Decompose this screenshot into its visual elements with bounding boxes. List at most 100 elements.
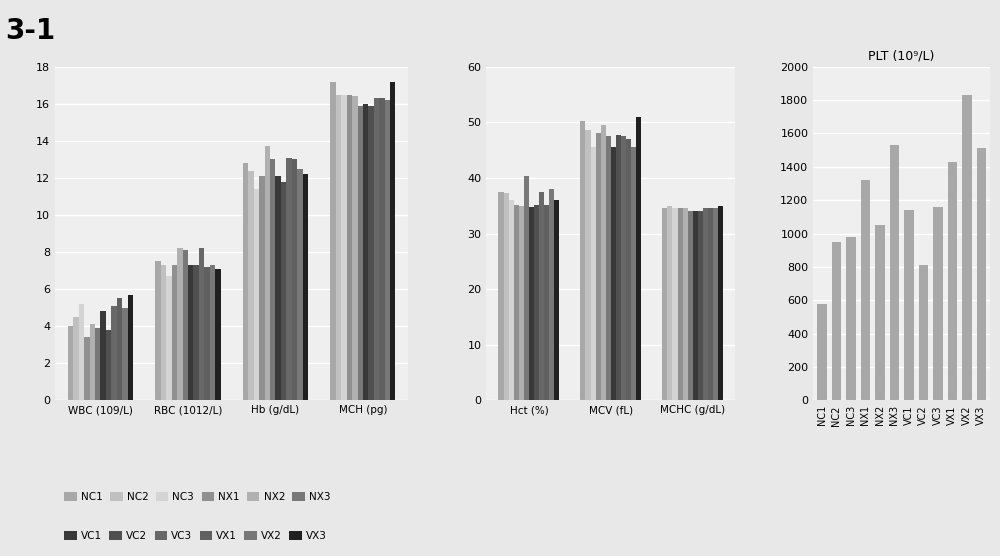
Bar [363, 104, 368, 400]
Bar [626, 139, 631, 400]
Bar [718, 206, 723, 400]
Bar [183, 250, 188, 400]
Bar [79, 304, 84, 400]
Bar [601, 125, 606, 400]
Bar [374, 98, 379, 400]
Legend: VC1, VC2, VC3, VX1, VX2, VX3: VC1, VC2, VC3, VX1, VX2, VX3 [60, 527, 331, 545]
Bar [667, 206, 672, 400]
Bar [662, 208, 667, 400]
Bar [621, 136, 626, 400]
Bar [95, 328, 100, 400]
Bar [84, 337, 90, 400]
Bar [336, 95, 341, 400]
Bar [514, 205, 519, 400]
Title: PLT (10⁹/L): PLT (10⁹/L) [868, 50, 935, 63]
Bar [155, 261, 161, 400]
Bar [243, 163, 248, 400]
Bar [977, 148, 986, 400]
Bar [330, 82, 336, 400]
Bar [379, 98, 385, 400]
Bar [904, 210, 914, 400]
Bar [933, 207, 943, 400]
Bar [948, 162, 957, 400]
Bar [281, 182, 286, 400]
Bar [161, 265, 166, 400]
Bar [580, 121, 585, 400]
Bar [539, 192, 544, 400]
Bar [341, 95, 347, 400]
Bar [616, 135, 621, 400]
Bar [106, 330, 111, 400]
Bar [678, 208, 683, 400]
Bar [554, 200, 559, 400]
Bar [832, 242, 841, 400]
Bar [890, 145, 899, 400]
Bar [286, 157, 292, 400]
Bar [166, 276, 172, 400]
Bar [596, 133, 601, 400]
Bar [254, 189, 259, 400]
Bar [292, 160, 297, 400]
Bar [122, 307, 128, 400]
Bar [204, 267, 210, 400]
Bar [817, 304, 827, 400]
Bar [297, 168, 303, 400]
Bar [683, 208, 688, 400]
Bar [611, 147, 616, 400]
Bar [188, 265, 193, 400]
Bar [100, 311, 106, 400]
Bar [248, 171, 254, 400]
Bar [215, 269, 221, 400]
Bar [117, 299, 122, 400]
Bar [962, 95, 972, 400]
Bar [385, 100, 390, 400]
Bar [534, 205, 539, 400]
Bar [519, 206, 524, 400]
Bar [846, 237, 856, 400]
Bar [128, 295, 133, 400]
Bar [703, 208, 708, 400]
Bar [259, 176, 265, 400]
Bar [544, 205, 549, 400]
Bar [606, 136, 611, 400]
Bar [368, 106, 374, 400]
Bar [861, 180, 870, 400]
Bar [275, 176, 281, 400]
Bar [524, 176, 529, 400]
Bar [631, 147, 636, 400]
Bar [919, 265, 928, 400]
Bar [529, 207, 534, 400]
Bar [111, 306, 117, 400]
Legend: NC1, NC2, NC3, NX1, NX2, NX3: NC1, NC2, NC3, NX1, NX2, NX3 [60, 488, 335, 507]
Bar [68, 326, 73, 400]
Bar [210, 265, 215, 400]
Bar [693, 211, 698, 400]
Bar [875, 225, 885, 400]
Bar [713, 208, 718, 400]
Text: 3-1: 3-1 [5, 17, 55, 44]
Bar [591, 147, 596, 400]
Bar [636, 117, 641, 400]
Bar [172, 265, 177, 400]
Bar [498, 192, 504, 400]
Bar [672, 208, 678, 400]
Bar [177, 249, 183, 400]
Bar [698, 211, 703, 400]
Bar [390, 82, 395, 400]
Bar [549, 189, 554, 400]
Bar [199, 249, 204, 400]
Bar [90, 324, 95, 400]
Bar [265, 146, 270, 400]
Bar [73, 317, 79, 400]
Bar [708, 208, 713, 400]
Bar [303, 174, 308, 400]
Bar [585, 130, 591, 400]
Bar [193, 265, 199, 400]
Bar [352, 96, 358, 400]
Bar [504, 193, 509, 400]
Bar [688, 211, 693, 400]
Bar [509, 200, 514, 400]
Bar [358, 106, 363, 400]
Bar [270, 160, 275, 400]
Bar [347, 95, 352, 400]
